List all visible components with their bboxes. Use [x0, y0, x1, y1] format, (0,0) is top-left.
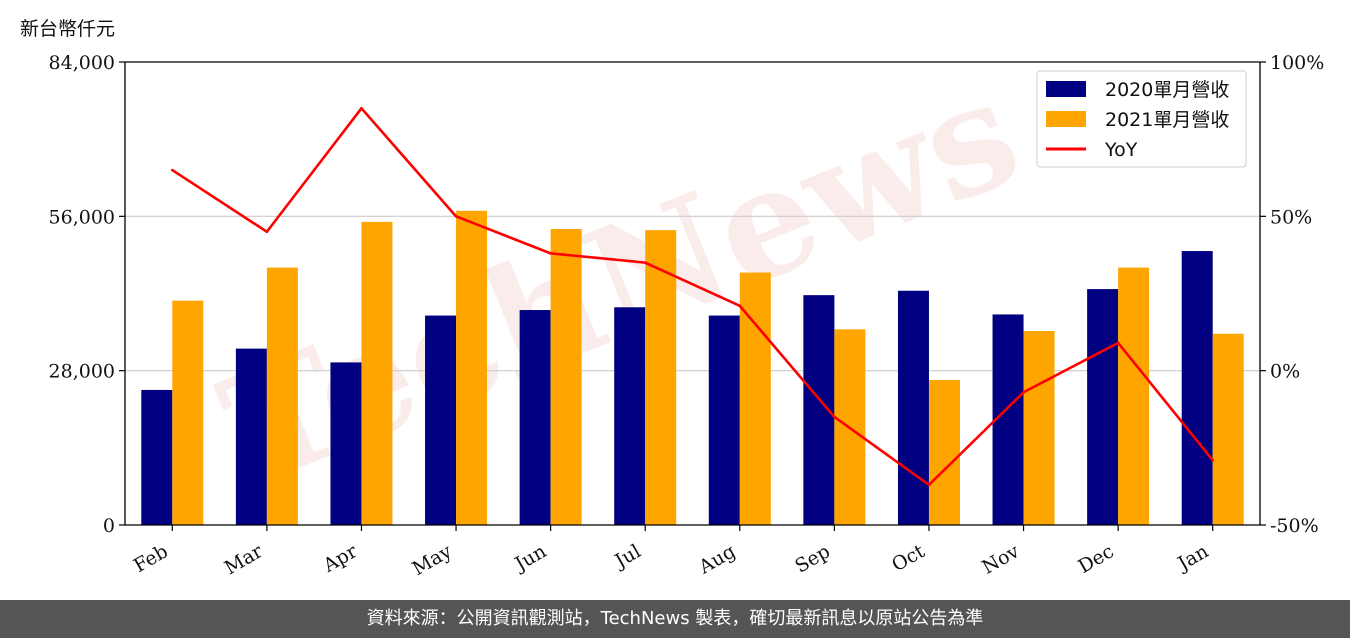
yoy-point: [170, 168, 174, 172]
bar-2021: [456, 210, 488, 526]
bar-2020: [1087, 289, 1119, 525]
x-tick-label: Jan: [1172, 540, 1212, 576]
bar-2020: [1181, 251, 1213, 525]
legend-box: [1036, 70, 1247, 168]
bar-2020: [141, 389, 173, 525]
y-tick-label: 0: [103, 515, 115, 537]
bar-2021: [361, 221, 393, 525]
bar-2021: [266, 267, 298, 525]
yoy-point: [833, 415, 836, 419]
yoy-point: [927, 483, 931, 487]
bar-2021: [1118, 267, 1150, 525]
bar-2020: [519, 310, 551, 525]
bar-2020: [708, 315, 740, 525]
bar-2020: [425, 315, 457, 525]
yoy-line: [171, 107, 1214, 487]
y-tick-label: 56,000: [49, 206, 115, 228]
y2-tick-label: 0%: [1270, 361, 1300, 383]
x-tick-label: Aug: [694, 540, 739, 579]
y-axis-unit-label: 新台幣仟元: [20, 18, 116, 40]
bar-2020: [330, 362, 362, 525]
bar-2021: [1212, 333, 1244, 525]
x-tick-label: Apr: [319, 540, 362, 577]
bar-2021: [739, 272, 771, 525]
bar-2021: [928, 380, 960, 525]
yoy-point: [265, 230, 269, 234]
yoy-point: [1116, 341, 1120, 345]
legend-label: YoY: [1104, 139, 1138, 161]
bar-2020: [235, 348, 267, 525]
y2-tick-label: -50%: [1270, 515, 1319, 537]
x-tick-label: May: [409, 540, 456, 580]
yoy-point: [643, 261, 647, 264]
y2-tick-label: 50%: [1270, 206, 1312, 228]
x-tick-label: Jun: [510, 540, 551, 576]
bar-2020: [897, 290, 929, 525]
yoy-point: [549, 252, 552, 255]
x-tick-label: Jul: [610, 540, 645, 573]
yoy-point: [454, 215, 458, 218]
revenue-chart: TechNews028,00056,00084,000-50%0%50%100%…: [49, 44, 1325, 581]
legend-swatch: [1046, 81, 1086, 97]
yoy-point: [1022, 390, 1025, 394]
y-tick-label: 84,000: [49, 52, 115, 74]
y2-tick-label: 100%: [1270, 52, 1324, 74]
y-tick-label: 28,000: [49, 361, 115, 383]
x-tick-label: Nov: [978, 540, 1023, 579]
bar-2021: [550, 229, 582, 525]
bar-2021: [172, 300, 204, 525]
yoy-point: [1211, 458, 1215, 462]
x-tick-label: Dec: [1074, 540, 1117, 578]
x-tick-label: Sep: [791, 540, 834, 577]
source-footer: 資料來源：公開資訊觀測站，TechNews 製表，確切最新訊息以原站公告為準: [0, 600, 1350, 638]
bar-2021: [645, 230, 677, 525]
yoy-point: [738, 304, 742, 308]
x-tick-label: Feb: [130, 540, 172, 577]
legend-swatch: [1046, 111, 1086, 127]
legend-label: 2021單月營收: [1105, 109, 1229, 131]
legend-label: 2020單月營收: [1105, 79, 1229, 101]
yoy-point: [360, 107, 363, 110]
x-tick-label: Mar: [221, 540, 267, 579]
bar-2020: [614, 307, 646, 525]
bar-2021: [1023, 330, 1055, 525]
chart-area: TechNews 0 28,000 56,000 84,000 -50% 0% 50% 100%…: [20, 18, 1325, 581]
x-tick-label: Oct: [888, 540, 929, 576]
bar-2020: [992, 314, 1024, 525]
